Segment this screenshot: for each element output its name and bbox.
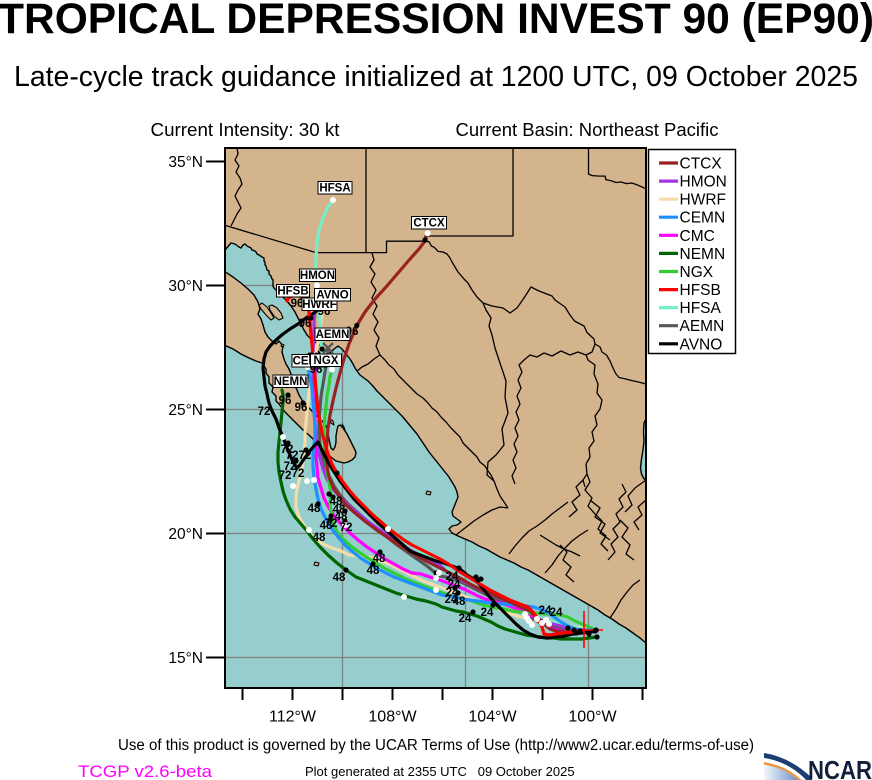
svg-text:72: 72 <box>279 470 292 482</box>
svg-text:48: 48 <box>308 503 321 515</box>
svg-text:24: 24 <box>445 594 458 606</box>
svg-text:NEMN: NEMN <box>680 246 726 263</box>
svg-text:72: 72 <box>325 518 338 530</box>
svg-text:72: 72 <box>299 450 312 462</box>
svg-text:25°N: 25°N <box>168 402 203 419</box>
svg-text:72: 72 <box>286 450 299 462</box>
svg-text:CEMN: CEMN <box>680 210 726 227</box>
svg-text:24: 24 <box>539 605 552 617</box>
svg-text:NCAR: NCAR <box>808 757 872 780</box>
svg-text:48: 48 <box>367 565 380 577</box>
svg-text:48: 48 <box>453 596 466 608</box>
svg-text:CTCX: CTCX <box>413 218 445 230</box>
svg-text:AEMN: AEMN <box>680 318 725 335</box>
svg-text:72: 72 <box>284 461 297 473</box>
svg-text:Use of this product is governe: Use of this product is governed by the U… <box>118 737 754 754</box>
svg-text:HMON: HMON <box>300 270 335 282</box>
svg-text:112°W: 112°W <box>269 709 317 726</box>
svg-text:24: 24 <box>446 571 459 583</box>
svg-text:TCGP v2.6-beta: TCGP v2.6-beta <box>78 762 213 780</box>
svg-text:AEMN: AEMN <box>316 329 350 341</box>
svg-text:24: 24 <box>550 607 563 619</box>
svg-text:Plot generated at 2355 UTC 0: Plot generated at 2355 UTC 09 October 20… <box>305 764 575 779</box>
svg-text:HMON: HMON <box>680 174 727 191</box>
svg-text:NGX: NGX <box>314 355 339 367</box>
svg-text:HFSA: HFSA <box>680 300 722 317</box>
svg-text:96: 96 <box>299 318 312 330</box>
svg-text:100°W: 100°W <box>568 709 617 726</box>
svg-text:24: 24 <box>481 607 494 619</box>
svg-text:104°W: 104°W <box>468 709 517 726</box>
svg-text:96: 96 <box>291 298 304 310</box>
svg-text:72: 72 <box>340 522 353 534</box>
svg-text:48: 48 <box>330 496 343 508</box>
svg-text:CMC: CMC <box>680 228 715 245</box>
svg-text:96: 96 <box>295 402 308 414</box>
svg-text:35°N: 35°N <box>168 154 203 171</box>
svg-text:HFSB: HFSB <box>277 286 308 298</box>
svg-text:AVNO: AVNO <box>680 336 723 353</box>
svg-text:48: 48 <box>335 511 348 523</box>
svg-text:HFSB: HFSB <box>680 282 721 299</box>
svg-text:72: 72 <box>292 468 305 480</box>
svg-text:72: 72 <box>281 444 294 456</box>
svg-text:48: 48 <box>333 572 346 584</box>
svg-text:NGX: NGX <box>680 264 714 281</box>
svg-text:15°N: 15°N <box>168 650 203 667</box>
svg-text:30°N: 30°N <box>168 278 203 295</box>
svg-text:Late-cycle track guidance init: Late-cycle track guidance initialized at… <box>14 61 858 93</box>
svg-text:HFSA: HFSA <box>319 183 350 195</box>
svg-text:96: 96 <box>279 395 292 407</box>
svg-text:48: 48 <box>313 532 326 544</box>
svg-text:TROPICAL DEPRESSION INVEST 90: TROPICAL DEPRESSION INVEST 90 (EP90) <box>0 0 872 43</box>
svg-text:CTCX: CTCX <box>680 156 723 173</box>
svg-text:HWRF: HWRF <box>302 299 337 311</box>
svg-text:24: 24 <box>448 579 461 591</box>
svg-text:48: 48 <box>320 520 333 532</box>
svg-text:108°W: 108°W <box>368 709 417 726</box>
svg-text:48: 48 <box>333 504 346 516</box>
svg-text:NEMN: NEMN <box>274 376 308 388</box>
svg-text:AVNO: AVNO <box>316 290 348 302</box>
svg-text:48: 48 <box>373 553 386 565</box>
svg-text:72: 72 <box>258 406 271 418</box>
svg-text:HWRF: HWRF <box>680 192 727 209</box>
svg-text:20°N: 20°N <box>168 526 203 543</box>
svg-text:24: 24 <box>446 587 459 599</box>
svg-text:Current Basin: Northeast Pacif: Current Basin: Northeast Pacific <box>456 120 719 140</box>
svg-text:24: 24 <box>459 613 472 625</box>
svg-text:Current Intensity: 30 kt: Current Intensity: 30 kt <box>151 120 340 140</box>
